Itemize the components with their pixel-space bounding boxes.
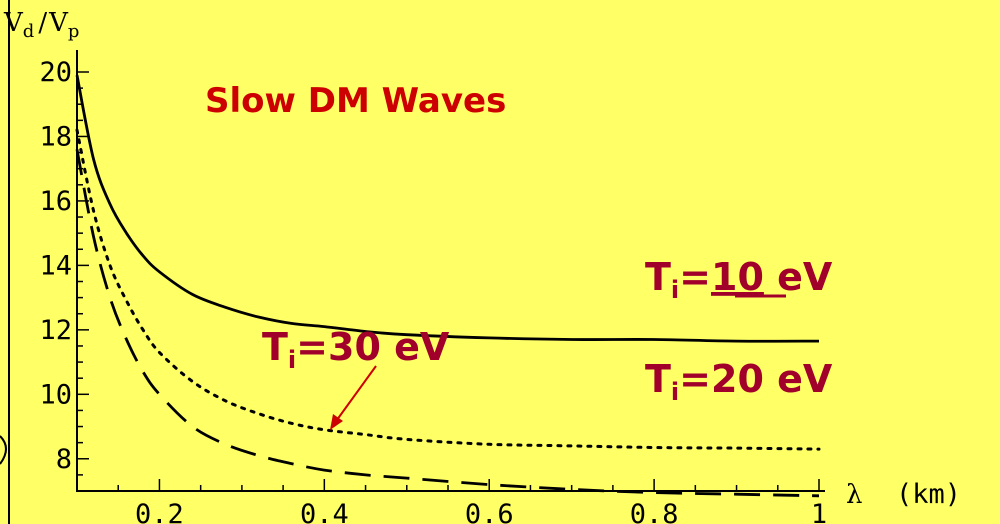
y-tick-label: 16 [39,186,72,217]
annotation-arrow-head [330,414,343,430]
x-tick-label: 0.2 [135,499,184,524]
frame-fragment [0,436,6,464]
x-axis-label-unit: (km) [896,479,961,510]
y-tick-label: 8 [56,444,72,475]
x-tick-label: 0.4 [300,499,349,524]
y-tick-label: 12 [39,315,72,346]
annotation-t20: Ti=20 eV [645,357,833,406]
chart-title: Slow DM Waves [205,81,506,121]
annotation-arrow-line [334,366,376,424]
y-axis-label: Vd/Vp [3,8,79,42]
series-line-dashed [77,149,819,495]
x-axis-label-symbol: λ [846,480,862,510]
annotation-t30: Ti=30 eV [262,325,450,374]
y-tick-label: 14 [39,250,72,281]
x-tick-label: 1 [811,499,827,524]
y-tick-label: 10 [39,379,72,410]
y-tick-label: 18 [39,121,72,152]
x-tick-label: 0.8 [630,499,679,524]
x-tick-label: 0.6 [465,499,514,524]
y-tick-label: 20 [39,57,72,88]
